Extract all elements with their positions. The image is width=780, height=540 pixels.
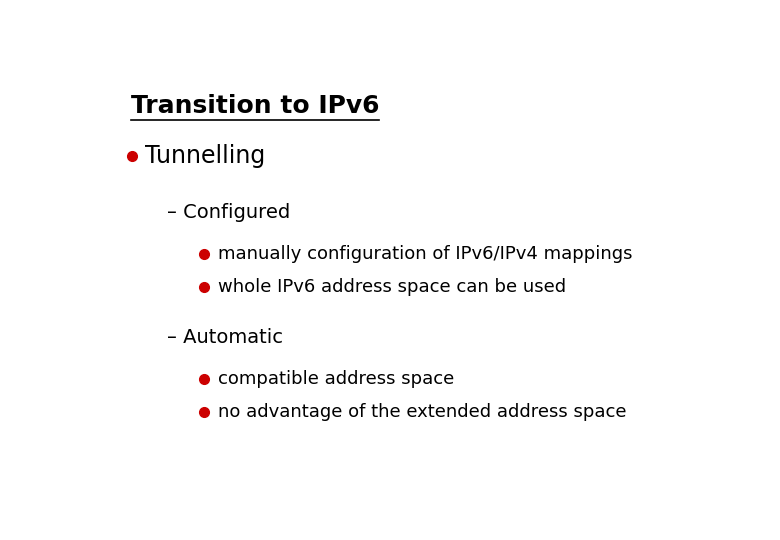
Text: Tunnelling: Tunnelling — [145, 144, 265, 168]
Text: – Automatic: – Automatic — [167, 328, 283, 347]
Text: whole IPv6 address space can be used: whole IPv6 address space can be used — [218, 278, 566, 296]
Text: Transition to IPv6: Transition to IPv6 — [131, 94, 379, 118]
Text: no advantage of the extended address space: no advantage of the extended address spa… — [218, 403, 626, 421]
Text: – Configured: – Configured — [167, 203, 290, 222]
Text: manually configuration of IPv6/IPv4 mappings: manually configuration of IPv6/IPv4 mapp… — [218, 245, 633, 263]
Text: compatible address space: compatible address space — [218, 370, 454, 388]
